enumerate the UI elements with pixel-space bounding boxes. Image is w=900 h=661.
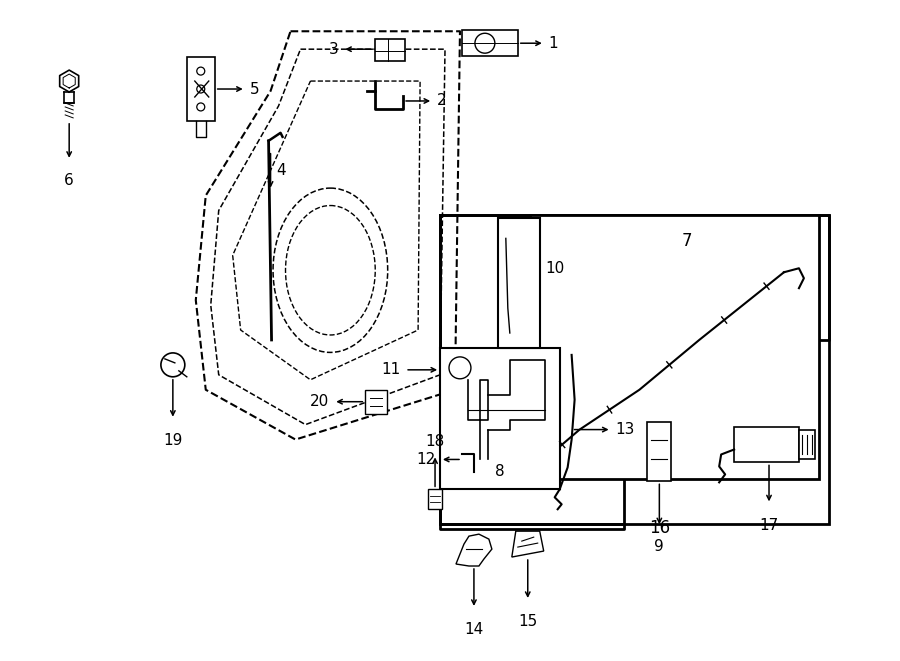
Text: 9: 9 — [654, 539, 664, 554]
Text: 16: 16 — [649, 449, 670, 467]
Text: 19: 19 — [163, 432, 183, 447]
Text: 7: 7 — [682, 233, 692, 251]
Bar — [440, 348, 560, 489]
Text: 13: 13 — [616, 422, 634, 437]
Text: 12: 12 — [417, 452, 436, 467]
Text: 2: 2 — [437, 93, 446, 108]
Text: 10: 10 — [545, 260, 565, 276]
Bar — [462, 30, 517, 56]
Text: 15: 15 — [518, 614, 537, 629]
Text: 14: 14 — [464, 622, 483, 637]
Text: 6: 6 — [64, 173, 74, 188]
Polygon shape — [512, 531, 544, 557]
Text: 17: 17 — [760, 518, 778, 533]
Bar — [365, 390, 387, 414]
Text: 11: 11 — [381, 362, 400, 377]
Bar — [187, 57, 215, 121]
Bar — [734, 426, 799, 463]
Bar — [428, 489, 442, 509]
Text: 4: 4 — [276, 163, 286, 178]
Text: 5: 5 — [249, 81, 259, 97]
Text: 18: 18 — [426, 434, 445, 449]
Text: 3: 3 — [328, 42, 338, 57]
Bar — [530, 215, 819, 479]
Text: 8: 8 — [495, 465, 505, 479]
Bar — [647, 422, 671, 481]
Bar — [375, 39, 405, 61]
Bar — [498, 219, 540, 348]
Bar — [440, 215, 829, 524]
Bar — [799, 430, 815, 459]
Text: 1: 1 — [549, 36, 558, 51]
Polygon shape — [59, 70, 78, 92]
Polygon shape — [456, 534, 492, 566]
Text: 20: 20 — [310, 394, 329, 409]
Text: 16: 16 — [649, 519, 670, 537]
